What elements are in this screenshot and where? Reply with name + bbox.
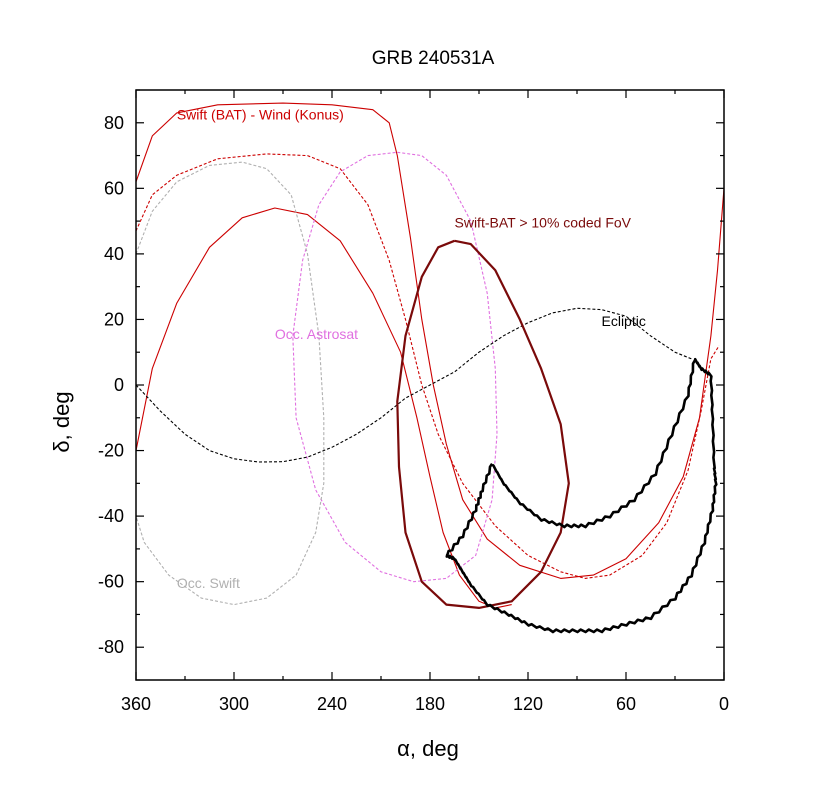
x-tick-label: 360 xyxy=(121,694,151,714)
series-occ-swift xyxy=(136,161,325,606)
y-tick-label: 20 xyxy=(104,309,124,329)
y-tick-label: 80 xyxy=(104,113,124,133)
x-axis-title: α, deg xyxy=(397,736,459,761)
y-axis-title: δ, deg xyxy=(49,391,74,452)
chart-title: GRB 240531A xyxy=(372,48,495,69)
annotation-ecliptic: Ecliptic xyxy=(602,313,646,329)
x-tick-label: 120 xyxy=(513,694,543,714)
series-occ-astrosat xyxy=(292,151,498,583)
series-swift-bat-wind-konus-inner-arc xyxy=(136,207,512,609)
x-tick-label: 180 xyxy=(415,694,445,714)
x-tick-label: 240 xyxy=(317,694,347,714)
y-tick-label: -20 xyxy=(98,441,124,461)
x-tick-label: 60 xyxy=(616,694,636,714)
annotation-swift-bat-10-coded-fov: Swift-BAT > 10% coded FoV xyxy=(455,215,632,231)
y-tick-label: 40 xyxy=(104,244,124,264)
series-swift-bat-wind-konus-outer-arc xyxy=(136,102,724,579)
y-tick-label: 0 xyxy=(114,375,124,395)
y-tick-label: -80 xyxy=(98,637,124,657)
x-tick-label: 300 xyxy=(219,694,249,714)
annotation-occ-astrosat: Occ. Astrosat xyxy=(275,326,358,342)
annotation-swift-bat-wind-konus: Swift (BAT) - Wind (Konus) xyxy=(177,107,344,123)
x-tick-label: 0 xyxy=(719,694,729,714)
y-tick-label: -60 xyxy=(98,572,124,592)
annotation-occ-swift: Occ. Swift xyxy=(177,575,240,591)
series-swift-bat-10-coded-fov xyxy=(396,239,570,609)
series-swift-bat-wind-konus-dashed xyxy=(136,153,720,579)
y-tick-label: 60 xyxy=(104,178,124,198)
series-ecliptic xyxy=(136,307,692,463)
series-localization-region xyxy=(445,357,718,634)
y-tick-label: -40 xyxy=(98,506,124,526)
